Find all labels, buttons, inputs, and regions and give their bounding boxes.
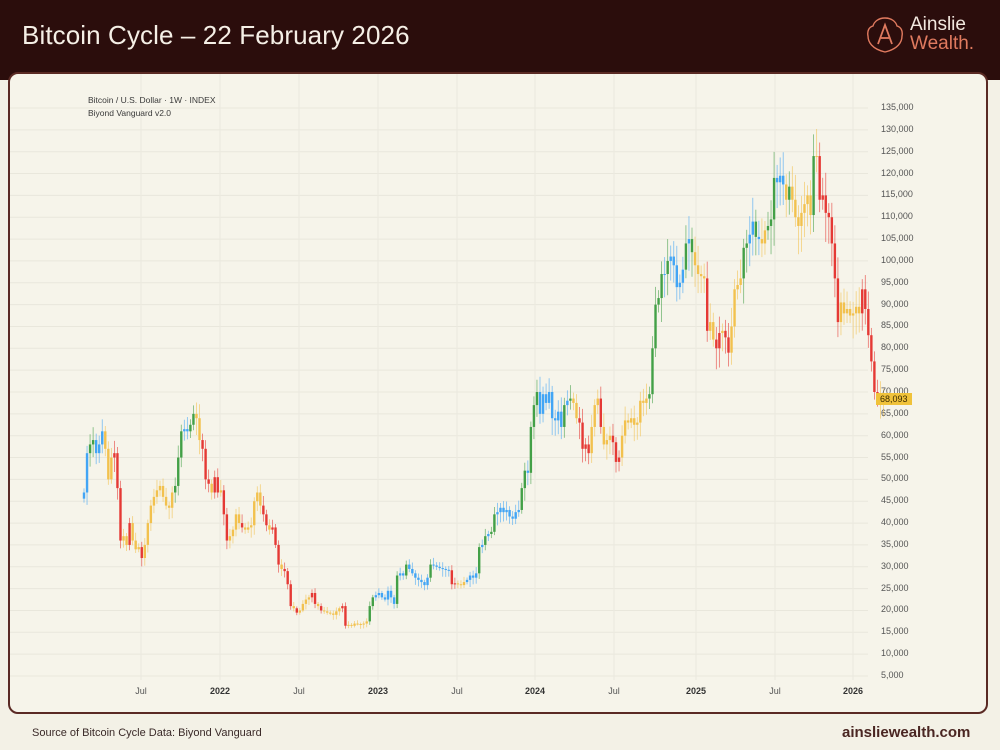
y-tick-label: 85,000 [881, 320, 909, 331]
x-tick-label: 2026 [842, 686, 864, 696]
y-tick-label: 135,000 [881, 102, 914, 112]
chart-card: Bitcoin / U.S. Dollar · 1W · INDEX Biyon… [8, 72, 988, 714]
y-tick-label: 50,000 [881, 473, 909, 484]
x-tick-label: 2024 [524, 686, 546, 696]
logo-wordmark: Ainslie Wealth. [910, 15, 974, 53]
y-tick-label: 45,000 [881, 495, 909, 506]
y-tick-label: 65,000 [881, 407, 909, 418]
y-tick-label: 75,000 [881, 364, 909, 375]
y-tick-label: 115,000 [881, 189, 913, 200]
y-tick-label: 5,000 [881, 670, 904, 680]
x-tick-label: 2025 [685, 686, 707, 696]
x-tick-label: Jul [769, 686, 781, 696]
y-tick-label: 80,000 [881, 342, 909, 353]
symbol-label: Bitcoin / U.S. Dollar · 1W · INDEX [88, 95, 216, 105]
last-price-tag: 68,093 [876, 393, 912, 406]
candlestick-chart[interactable] [10, 74, 986, 712]
indicator-label: Biyond Vanguard v2.0 [88, 107, 172, 118]
y-tick-label: 10,000 [881, 648, 909, 659]
y-tick-label: 25,000 [881, 582, 909, 593]
y-tick-label: 40,000 [881, 517, 909, 528]
y-tick-label: 15,000 [881, 626, 909, 637]
header-bar: Bitcoin Cycle – 22 February 2026 Ainslie… [0, 0, 1000, 80]
x-tick-label: Jul [293, 686, 305, 696]
y-tick-label: 95,000 [881, 276, 909, 287]
y-tick-label: 90,000 [881, 298, 909, 309]
y-tick-label: 100,000 [881, 254, 914, 265]
y-tick-label: 120,000 [881, 167, 914, 178]
x-tick-label: 2023 [367, 686, 389, 696]
ainslie-a-logo-icon [867, 17, 903, 53]
y-tick-label: 60,000 [881, 429, 909, 440]
y-tick-label: 20,000 [881, 604, 909, 615]
y-tick-label: 130,000 [881, 123, 914, 134]
y-tick-label: 70,000 [881, 386, 909, 396]
y-tick-label: 35,000 [881, 538, 909, 549]
y-tick-label: 105,000 [881, 233, 914, 244]
y-tick-label: 55,000 [881, 451, 909, 462]
source-note: Source of Bitcoin Cycle Data: Biyond Van… [32, 727, 262, 739]
y-tick-label: 125,000 [881, 145, 914, 156]
x-tick-label: Jul [135, 686, 147, 696]
y-tick-label: 30,000 [881, 560, 909, 571]
x-tick-label: Jul [451, 686, 463, 696]
y-tick-label: 110,000 [881, 211, 913, 222]
brand-logo[interactable]: Ainslie Wealth. [866, 15, 990, 58]
website-link[interactable]: ainsliewealth.com [842, 724, 971, 741]
page-title: Bitcoin Cycle – 22 February 2026 [22, 20, 410, 50]
x-tick-label: Jul [608, 686, 620, 696]
logo-line-2: Wealth. [910, 33, 975, 54]
chart-meta: Bitcoin / U.S. Dollar · 1W · INDEX Biyon… [88, 94, 216, 119]
x-tick-label: 2022 [209, 686, 231, 696]
logo-line-1: Ainslie [910, 14, 966, 35]
